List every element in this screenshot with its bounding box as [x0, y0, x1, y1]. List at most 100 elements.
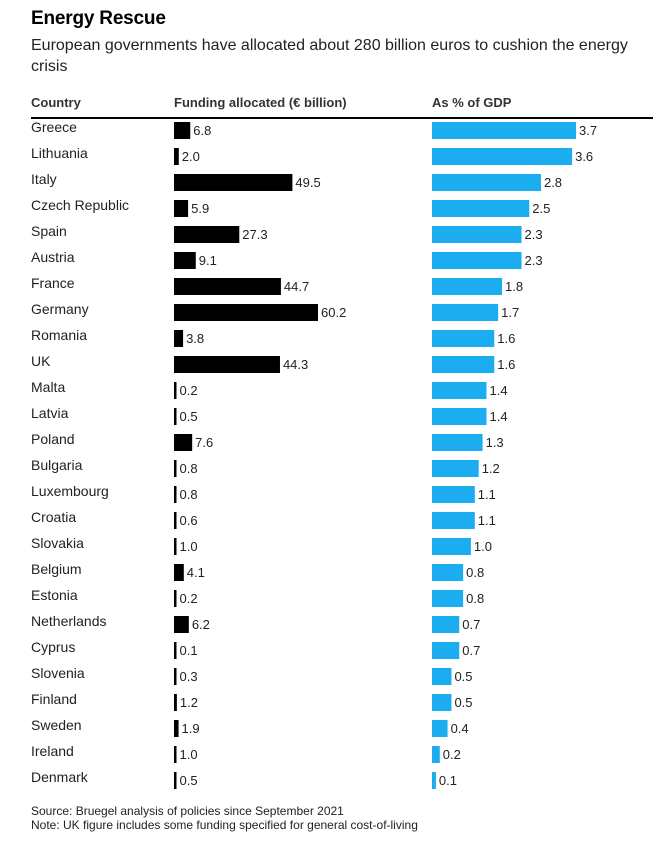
gdp-bar [432, 174, 541, 191]
funding-value-label: 0.2 [180, 591, 198, 606]
chart-subtitle: European governments have allocated abou… [31, 37, 628, 75]
funding-bar [174, 694, 177, 711]
country-label: Austria [31, 249, 75, 265]
funding-value-label: 6.8 [193, 123, 211, 138]
gdp-value-label: 1.2 [482, 461, 500, 476]
column-header-country: Country [31, 95, 81, 110]
country-label: Slovenia [31, 665, 85, 681]
country-label: Malta [31, 379, 65, 395]
country-label: Bulgaria [31, 457, 83, 473]
gdp-value-label: 0.4 [451, 721, 469, 736]
gdp-bar [432, 382, 487, 399]
funding-value-label: 49.5 [295, 175, 320, 190]
gdp-bar [432, 330, 495, 347]
gdp-bar [432, 252, 522, 269]
gdp-bar [432, 408, 487, 425]
gdp-value-label: 0.1 [439, 773, 457, 788]
country-label: Romania [31, 327, 87, 343]
funding-value-label: 0.3 [180, 669, 198, 684]
gdp-value-label: 1.1 [478, 487, 496, 502]
gdp-bar [432, 200, 530, 217]
gdp-value-label: 1.3 [486, 435, 504, 450]
gdp-bar [432, 772, 436, 789]
country-label: Poland [31, 431, 75, 447]
gdp-bar [432, 148, 573, 165]
funding-value-label: 44.3 [283, 357, 308, 372]
funding-bar [174, 174, 293, 191]
gdp-value-label: 0.8 [466, 565, 484, 580]
country-label: France [31, 275, 75, 291]
funding-value-label: 1.2 [180, 695, 198, 710]
gdp-bar [432, 564, 464, 581]
funding-bar [174, 148, 179, 165]
gdp-value-label: 2.8 [544, 175, 562, 190]
funding-bar [174, 382, 177, 399]
gdp-bar [432, 226, 522, 243]
funding-value-label: 4.1 [187, 565, 205, 580]
gdp-value-label: 1.4 [489, 383, 507, 398]
gdp-bar [432, 460, 479, 477]
funding-bar [174, 590, 177, 607]
country-label: Cyprus [31, 639, 75, 655]
funding-bar [174, 356, 280, 373]
country-label: Finland [31, 691, 77, 707]
funding-value-label: 60.2 [321, 305, 346, 320]
gdp-value-label: 1.6 [497, 357, 515, 372]
country-label: Slovakia [31, 535, 84, 551]
gdp-bar [432, 694, 452, 711]
country-label: Italy [31, 171, 57, 187]
funding-value-label: 0.1 [180, 643, 198, 658]
gdp-value-label: 0.2 [443, 747, 461, 762]
funding-bar [174, 330, 184, 347]
funding-bar [174, 252, 196, 269]
funding-value-label: 1.9 [182, 721, 200, 736]
funding-bar [174, 122, 191, 139]
gdp-value-label: 1.7 [501, 305, 519, 320]
gdp-value-label: 1.1 [478, 513, 496, 528]
gdp-bar [432, 278, 503, 295]
gdp-value-label: 0.7 [462, 617, 480, 632]
country-label: Netherlands [31, 613, 107, 629]
column-header-funding: Funding allocated (€ billion) [174, 95, 347, 110]
gdp-bar [432, 304, 499, 321]
country-label: Lithuania [31, 145, 88, 161]
funding-bar [174, 200, 189, 217]
funding-value-label: 0.8 [180, 487, 198, 502]
gdp-bar [432, 590, 464, 607]
column-header-gdp: As % of GDP [432, 95, 512, 110]
gdp-value-label: 1.6 [497, 331, 515, 346]
gdp-value-label: 1.0 [474, 539, 492, 554]
gdp-value-label: 0.5 [454, 695, 472, 710]
source-note: Source: Bruegel analysis of policies sin… [31, 804, 344, 818]
funding-bar [174, 304, 318, 321]
funding-value-label: 2.0 [182, 149, 200, 164]
country-label: Czech Republic [31, 197, 129, 213]
funding-bar [174, 642, 177, 659]
funding-value-label: 0.8 [180, 461, 198, 476]
gdp-value-label: 1.8 [505, 279, 523, 294]
country-label: Luxembourg [31, 483, 109, 499]
funding-value-label: 0.5 [180, 773, 198, 788]
gdp-value-label: 1.4 [489, 409, 507, 424]
funding-value-label: 6.2 [192, 617, 210, 632]
funding-bar [174, 486, 177, 503]
gdp-value-label: 2.3 [525, 227, 543, 242]
gdp-bar [432, 486, 475, 503]
gdp-bar [432, 122, 576, 139]
gdp-value-label: 2.5 [532, 201, 550, 216]
bar-chart: Greece 6.8 3.7 Lithuania 2.0 3.6 Italy 49.5 2.8 C… [31, 119, 597, 789]
country-label: Latvia [31, 405, 69, 421]
gdp-value-label: 0.8 [466, 591, 484, 606]
funding-bar [174, 668, 177, 685]
gdp-bar [432, 356, 495, 373]
funding-bar [174, 226, 240, 243]
gdp-bar [432, 616, 460, 633]
header-divider [31, 117, 653, 119]
funding-bar [174, 408, 177, 425]
funding-bar [174, 434, 193, 451]
chart-title: Energy Rescue [31, 8, 166, 29]
funding-value-label: 7.6 [195, 435, 213, 450]
gdp-bar [432, 434, 483, 451]
funding-value-label: 0.2 [180, 383, 198, 398]
gdp-value-label: 0.7 [462, 643, 480, 658]
